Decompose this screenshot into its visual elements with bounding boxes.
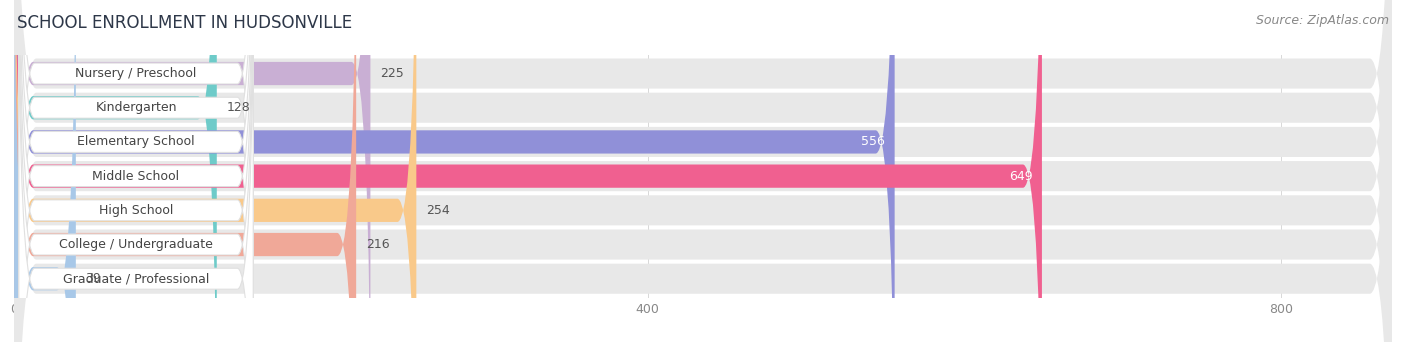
Text: 216: 216 (366, 238, 389, 251)
Text: Graduate / Professional: Graduate / Professional (63, 272, 209, 285)
FancyBboxPatch shape (18, 0, 253, 342)
Text: Kindergarten: Kindergarten (96, 101, 177, 114)
Text: 225: 225 (380, 67, 404, 80)
Text: Elementary School: Elementary School (77, 135, 195, 148)
FancyBboxPatch shape (14, 0, 1392, 342)
FancyBboxPatch shape (14, 0, 1042, 342)
FancyBboxPatch shape (14, 0, 416, 342)
Text: 649: 649 (1008, 170, 1032, 183)
Text: SCHOOL ENROLLMENT IN HUDSONVILLE: SCHOOL ENROLLMENT IN HUDSONVILLE (17, 14, 352, 32)
Text: Source: ZipAtlas.com: Source: ZipAtlas.com (1256, 14, 1389, 27)
Text: 39: 39 (86, 272, 101, 285)
Text: College / Undergraduate: College / Undergraduate (59, 238, 212, 251)
FancyBboxPatch shape (18, 0, 253, 342)
FancyBboxPatch shape (18, 0, 253, 342)
FancyBboxPatch shape (18, 0, 253, 342)
Text: 556: 556 (862, 135, 886, 148)
FancyBboxPatch shape (18, 0, 253, 342)
FancyBboxPatch shape (14, 0, 1392, 342)
FancyBboxPatch shape (18, 0, 253, 342)
FancyBboxPatch shape (14, 0, 1392, 342)
Text: Middle School: Middle School (93, 170, 180, 183)
Text: 128: 128 (226, 101, 250, 114)
FancyBboxPatch shape (14, 0, 217, 342)
FancyBboxPatch shape (14, 0, 1392, 342)
Text: High School: High School (98, 204, 173, 217)
FancyBboxPatch shape (14, 0, 894, 342)
FancyBboxPatch shape (14, 0, 76, 342)
FancyBboxPatch shape (14, 0, 1392, 342)
FancyBboxPatch shape (14, 0, 1392, 342)
Text: 254: 254 (426, 204, 450, 217)
FancyBboxPatch shape (14, 0, 356, 342)
FancyBboxPatch shape (14, 0, 1392, 342)
FancyBboxPatch shape (14, 0, 370, 342)
Text: Nursery / Preschool: Nursery / Preschool (76, 67, 197, 80)
FancyBboxPatch shape (18, 0, 253, 342)
